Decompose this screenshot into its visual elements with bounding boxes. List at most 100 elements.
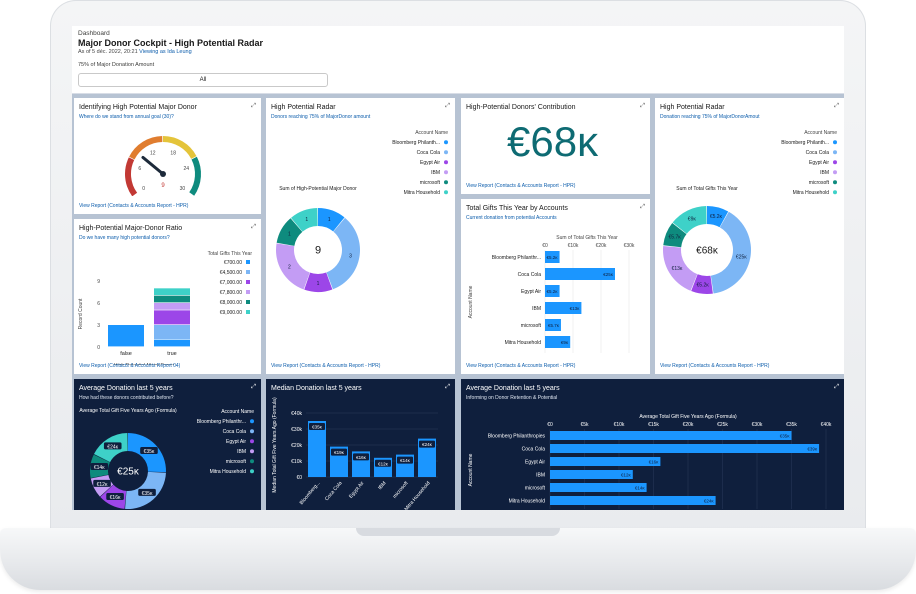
legend-swatch xyxy=(444,190,448,195)
view-report-link[interactable]: View Report (Contacts & Accounts Report … xyxy=(466,183,576,189)
expand-icon[interactable]: ⤢ xyxy=(640,204,645,210)
bar xyxy=(308,421,326,477)
bar-value-label: €14ĸ xyxy=(635,486,646,491)
avg-bar-chart: Average Total Gift Five Years Ago (Formu… xyxy=(468,414,832,509)
legend-title: Total Gifts This Year xyxy=(208,251,253,257)
legend-swatch xyxy=(444,170,448,175)
dashboard-screen: Dashboard Major Donor Cockpit - High Pot… xyxy=(72,26,844,510)
gauge-segment xyxy=(163,136,197,159)
x-tick-label: IBM xyxy=(377,480,387,491)
y-tick-label: €20k xyxy=(291,443,302,449)
y-axis-label: Median Total Gift Five Years Ago (Formul… xyxy=(272,397,278,493)
filter-select[interactable]: All xyxy=(78,73,328,87)
y-tick-label: 0 xyxy=(97,345,100,351)
legend-swatch xyxy=(246,290,250,294)
x-tick-label: true xyxy=(167,351,176,357)
legend-swatch xyxy=(250,439,254,444)
viewing-as-link[interactable]: Viewing as Ida Leung xyxy=(139,49,192,55)
laptop-base xyxy=(0,528,916,590)
view-report-link[interactable]: View Report (Contacts & Accounts Report … xyxy=(79,363,181,369)
bar-value-label: €9ĸ xyxy=(561,340,569,345)
x-tick-label: €20k xyxy=(596,243,607,249)
bar-value-label-bg xyxy=(331,448,347,456)
bar-value-label: €24ĸ xyxy=(422,442,433,447)
ratio-bar-chart: 0 3 6 9 Record Count false true High-Potential … xyxy=(78,251,253,365)
slice-value-label: €35ĸ xyxy=(142,491,153,497)
card-subtitle: Current donation from potential Accounts xyxy=(466,215,557,221)
donut-slice xyxy=(276,243,310,290)
expand-icon[interactable]: ⤢ xyxy=(834,384,839,390)
bar-value-label: €25ĸ xyxy=(603,272,614,277)
view-report-link[interactable]: View Report (Contacts & Accounts Report … xyxy=(79,203,189,209)
card-ratio: High-Potential Major-Donor Ratio Do we h… xyxy=(74,219,261,374)
view-report-link[interactable]: View Report (Contacts & Accounts Report … xyxy=(660,363,770,369)
gauge-hub xyxy=(160,171,166,177)
gauge-tick-label: 6 xyxy=(138,166,141,172)
bar-segment xyxy=(154,303,190,310)
slice-label-bg xyxy=(90,462,109,470)
donut-center-label: €68ĸ xyxy=(696,245,719,256)
slice-label-bg xyxy=(140,446,158,454)
bar-value-label-bg xyxy=(375,459,391,467)
expand-icon[interactable]: ⤢ xyxy=(640,103,645,109)
bar-value-label: €13ĸ xyxy=(570,306,581,311)
donut-slice xyxy=(291,208,318,232)
legend-swatch xyxy=(833,140,837,145)
y-tick-label: 6 xyxy=(97,301,100,307)
expand-icon[interactable]: ⤢ xyxy=(445,384,450,390)
x-tick-label: €0 xyxy=(547,422,553,428)
bar-value-label: €35ĸ xyxy=(780,434,791,439)
chart-title: Sum of Total Gifts This Year xyxy=(556,235,618,241)
legend-swatch xyxy=(250,449,254,454)
as-of-timestamp: As of 5 déc. 2022, 20:21 xyxy=(78,49,138,55)
slice-value-label: €9ĸ xyxy=(688,216,697,222)
expand-icon[interactable]: ⤢ xyxy=(251,103,256,109)
legend-swatch xyxy=(250,459,254,464)
y-tick-label: Bloomberg Philanthropies xyxy=(488,434,546,440)
expand-icon[interactable]: ⤢ xyxy=(834,103,839,109)
expand-icon[interactable]: ⤢ xyxy=(251,224,256,230)
slice-value-label: €25ĸ xyxy=(736,255,747,261)
legend-item-label: Bloomberg Philanth... xyxy=(392,140,440,146)
slice-value-label: 1 xyxy=(288,232,291,238)
x-tick-label: Bloomberg... xyxy=(299,480,322,506)
bar-value-label-bg xyxy=(397,456,413,464)
as-of-line: As of 5 déc. 2022, 20:21 Viewing as Ida … xyxy=(78,49,192,55)
view-report-link[interactable]: View Report (Contacts & Accounts Report … xyxy=(271,363,381,369)
legend-title: Account Name xyxy=(415,130,448,136)
x-tick-label: €10k xyxy=(614,422,625,428)
legend-item-label: Mitra Household xyxy=(404,190,441,196)
legend-item-label: Egypt Air xyxy=(420,160,440,166)
legend-swatch xyxy=(250,429,254,434)
expand-icon[interactable]: ⤢ xyxy=(251,384,256,390)
y-tick-label: Mitra Household xyxy=(509,499,546,505)
page-title: Major Donor Cockpit - High Potential Rad… xyxy=(78,38,264,48)
legend-swatch xyxy=(833,190,837,195)
legend-item-label: IBM xyxy=(237,449,246,455)
x-tick-label: €25k xyxy=(717,422,728,428)
legend-item-label: Coca Cola xyxy=(806,150,830,156)
bar xyxy=(545,336,571,348)
bar-value-label: €24ĸ xyxy=(704,499,715,504)
bar xyxy=(545,319,561,331)
slice-value-label: 1 xyxy=(305,217,308,223)
legend-item-label: Mitra Household xyxy=(210,469,247,475)
x-tick-label: Egypt Air xyxy=(348,480,366,499)
slice-value-label: €16ĸ xyxy=(110,495,121,501)
legend-swatch xyxy=(833,170,837,175)
breadcrumb[interactable]: Dashboard xyxy=(78,30,110,37)
y-tick-label: Bloomberg Philanthr... xyxy=(492,255,541,261)
laptop-notch xyxy=(356,528,560,536)
y-axis-label: Account Name xyxy=(468,285,474,318)
bar-value-label: €35ĸ xyxy=(312,425,323,430)
y-tick-label: Mitra Household xyxy=(505,340,542,346)
legend-swatch xyxy=(833,160,837,165)
legend-swatch xyxy=(833,150,837,155)
donut-slice xyxy=(707,206,729,228)
view-report-link[interactable]: View Report (Contacts & Accounts Report … xyxy=(466,363,576,369)
expand-icon[interactable]: ⤢ xyxy=(445,103,450,109)
card-title: High-Potential Donors' Contribution xyxy=(466,104,576,111)
legend-swatch xyxy=(246,280,250,284)
bar-value-label: €39ĸ xyxy=(807,447,818,452)
y-tick-label: €10k xyxy=(291,459,302,465)
